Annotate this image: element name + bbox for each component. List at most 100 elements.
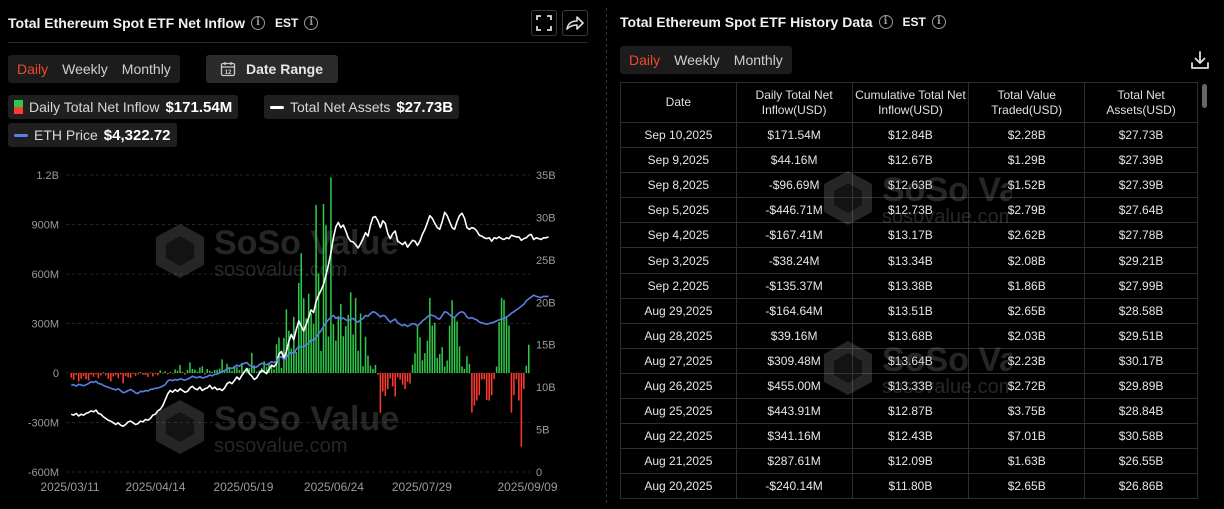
- inflow-bar[interactable]: [307, 293, 310, 373]
- inflow-bar[interactable]: [448, 325, 451, 373]
- timezone-info-icon[interactable]: i: [304, 16, 319, 30]
- inflow-bar[interactable]: [228, 368, 231, 373]
- inflow-bar[interactable]: [349, 292, 352, 373]
- inflow-bar[interactable]: [201, 366, 204, 373]
- inflow-bar[interactable]: [117, 373, 119, 379]
- inflow-bar[interactable]: [424, 353, 426, 373]
- inflow-bar[interactable]: [70, 373, 73, 378]
- table-row[interactable]: Aug 28,2025 $39.16M $13.68B $2.03B $29.51B: [620, 322, 1198, 349]
- inflow-bar[interactable]: [77, 373, 80, 382]
- inflow-bar[interactable]: [364, 336, 367, 373]
- inflow-bar[interactable]: [119, 373, 122, 375]
- table-row[interactable]: Aug 29,2025 -$164.64M $13.51B $2.65B $28.58B: [620, 297, 1198, 324]
- date-range-button[interactable]: 12 Date Range: [206, 55, 338, 83]
- legend-total-net-assets[interactable]: Total Net Assets $27.73B: [264, 95, 460, 119]
- inflow-bar[interactable]: [332, 324, 335, 373]
- inflow-bar[interactable]: [401, 373, 404, 385]
- inflow-bar[interactable]: [357, 350, 359, 373]
- inflow-bar[interactable]: [176, 370, 179, 373]
- inflow-bar[interactable]: [90, 373, 92, 375]
- inflow-bar[interactable]: [431, 325, 434, 373]
- inflow-bar[interactable]: [114, 373, 117, 375]
- inflow-bar[interactable]: [382, 373, 384, 392]
- inflow-bar[interactable]: [152, 373, 154, 377]
- table-row[interactable]: Sep 2,2025 -$135.37M $13.38B $1.86B $27.99B: [620, 272, 1198, 299]
- inflow-bar[interactable]: [337, 316, 340, 373]
- inflow-bar[interactable]: [270, 365, 273, 373]
- inflow-bar[interactable]: [80, 373, 82, 379]
- inflow-bar[interactable]: [181, 371, 184, 373]
- inflow-bar[interactable]: [518, 373, 520, 401]
- inflow-bar[interactable]: [508, 325, 510, 373]
- table-row[interactable]: Aug 22,2025 $341.16M $12.43B $7.01B $30.58B: [620, 423, 1198, 450]
- inflow-bar[interactable]: [273, 369, 275, 373]
- inflow-bar[interactable]: [498, 322, 500, 373]
- inflow-bar[interactable]: [82, 373, 85, 377]
- inflow-bar[interactable]: [161, 372, 164, 374]
- inflow-bar[interactable]: [265, 367, 268, 373]
- inflow-bar[interactable]: [251, 352, 253, 373]
- inflow-bar[interactable]: [204, 373, 206, 375]
- table-scrollbar[interactable]: [1202, 84, 1207, 108]
- inflow-bar[interactable]: [453, 316, 456, 373]
- inflow-bar[interactable]: [471, 373, 473, 413]
- inflow-bar[interactable]: [359, 313, 362, 373]
- inflow-bar[interactable]: [194, 369, 196, 373]
- inflow-bar[interactable]: [218, 368, 221, 373]
- inflow-bar[interactable]: [446, 360, 448, 373]
- inflow-bar[interactable]: [189, 362, 191, 373]
- inflow-bar[interactable]: [325, 225, 327, 373]
- inflow-bar[interactable]: [525, 365, 528, 373]
- inflow-bar[interactable]: [426, 340, 429, 373]
- inflow-bar[interactable]: [515, 373, 518, 380]
- inflow-bar[interactable]: [488, 373, 490, 401]
- inflow-bar[interactable]: [362, 366, 364, 373]
- inflow-bar[interactable]: [184, 373, 186, 375]
- inflow-bar[interactable]: [389, 373, 392, 379]
- col-cumulative-net-inflow[interactable]: Cumulative Total Net Inflow(USD): [851, 82, 970, 123]
- inflow-bar[interactable]: [404, 373, 406, 390]
- inflow-bar[interactable]: [112, 373, 115, 377]
- inflow-bar[interactable]: [505, 316, 508, 373]
- inflow-bar[interactable]: [320, 350, 322, 373]
- inflow-bar[interactable]: [139, 372, 142, 373]
- inflow-bar[interactable]: [75, 373, 77, 375]
- legend-daily-inflow[interactable]: Daily Total Net Inflow $171.54M: [8, 95, 239, 119]
- inflow-bar[interactable]: [144, 373, 147, 375]
- inflow-bar[interactable]: [500, 297, 503, 373]
- inflow-bar[interactable]: [213, 370, 216, 373]
- inflow-bar[interactable]: [347, 314, 349, 373]
- inflow-bar[interactable]: [317, 273, 320, 373]
- inflow-bar[interactable]: [241, 362, 243, 373]
- col-date[interactable]: Date: [620, 82, 737, 123]
- legend-eth-price[interactable]: ETH Price $4,322.72: [8, 123, 177, 147]
- inflow-bar[interactable]: [132, 373, 134, 374]
- inflow-bar[interactable]: [263, 361, 265, 373]
- inflow-bar[interactable]: [399, 373, 401, 380]
- inflow-bar[interactable]: [248, 367, 251, 373]
- inflow-bar[interactable]: [110, 373, 112, 382]
- table-row[interactable]: Sep 3,2025 -$38.24M $13.34B $2.08B $29.21B: [620, 247, 1198, 274]
- inflow-bar[interactable]: [134, 373, 137, 376]
- tab-weekly[interactable]: Weekly: [62, 61, 108, 77]
- inflow-bar[interactable]: [429, 297, 431, 373]
- inflow-bar[interactable]: [493, 373, 495, 380]
- inflow-bar[interactable]: [406, 373, 409, 382]
- inflow-bar[interactable]: [154, 373, 157, 375]
- inflow-bar[interactable]: [414, 353, 416, 373]
- inflow-bar[interactable]: [92, 373, 95, 377]
- inflow-bar[interactable]: [327, 336, 330, 373]
- inflow-bar[interactable]: [466, 356, 468, 373]
- inflow-bar[interactable]: [97, 373, 100, 379]
- inflow-bar[interactable]: [340, 303, 342, 373]
- inflow-bar[interactable]: [374, 364, 377, 373]
- inflow-bar[interactable]: [233, 365, 236, 373]
- inflow-bar[interactable]: [396, 373, 399, 378]
- inflow-bar[interactable]: [238, 370, 241, 373]
- inflow-bar[interactable]: [107, 373, 110, 379]
- inflow-bar[interactable]: [302, 298, 305, 373]
- inflow-bar[interactable]: [441, 347, 443, 373]
- inflow-bar[interactable]: [124, 373, 127, 376]
- inflow-bar[interactable]: [293, 316, 295, 373]
